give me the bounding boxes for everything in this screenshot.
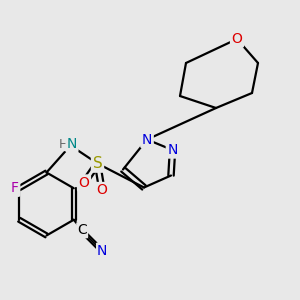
Text: F: F xyxy=(11,181,19,195)
Text: O: O xyxy=(79,176,89,190)
Text: N: N xyxy=(67,137,77,151)
Text: O: O xyxy=(97,184,107,197)
Text: S: S xyxy=(93,156,102,171)
Text: N: N xyxy=(142,133,152,146)
Text: O: O xyxy=(232,32,242,46)
Text: C: C xyxy=(77,223,87,237)
Text: N: N xyxy=(97,244,107,258)
Text: N: N xyxy=(167,143,178,157)
Text: H: H xyxy=(58,137,68,151)
